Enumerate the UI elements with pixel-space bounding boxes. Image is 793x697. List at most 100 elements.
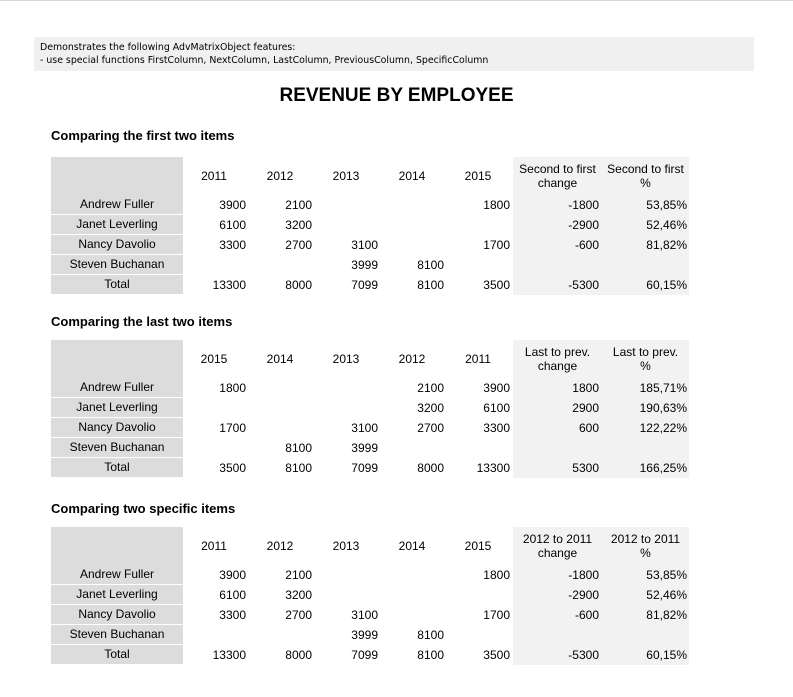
change-cell: 1800 <box>513 378 602 398</box>
revenue-cell: 3200 <box>417 400 444 415</box>
revenue-cell: 6100 <box>219 217 246 232</box>
revenue-cell: 8100 <box>417 257 444 272</box>
year-header: 2015 <box>464 169 492 183</box>
total-row: Total 13300 8000 7099 8100 3500 -5300 60,15% <box>51 275 689 295</box>
year-header: 2012 <box>398 352 426 366</box>
change-cell: 2900 <box>513 398 602 418</box>
change-cell: -600 <box>513 235 602 255</box>
employee-row: Janet Leverling 6100 3200 -2900 52,46% <box>51 585 689 605</box>
revenue-cell: 8100 <box>285 460 312 475</box>
pct-header-line-1: 2012 to 2011 <box>610 532 681 546</box>
revenue-cell: 3300 <box>219 237 246 252</box>
pct-header: Last to prev.% <box>602 340 689 378</box>
employee-name: Nancy Davolio <box>51 605 183 625</box>
employee-row: Steven Buchanan 8100 3999 <box>51 438 689 458</box>
percent-cell: 81,82% <box>602 235 689 255</box>
revenue-cell: 2100 <box>417 380 444 395</box>
percent-cell: 53,85% <box>602 195 689 215</box>
revenue-cell <box>249 255 315 275</box>
revenue-cell: 7099 <box>351 277 378 292</box>
revenue-cell <box>447 625 513 645</box>
year-header: 2012 <box>266 539 294 553</box>
revenue-cell: 13300 <box>212 277 246 292</box>
year-header: 2011 <box>201 169 227 183</box>
matrix-header-row: 2011 2012 2013 2014 2015 Second to first chang… <box>51 157 689 195</box>
revenue-cell: 2700 <box>285 607 312 622</box>
percent-cell <box>602 625 689 645</box>
matrix-first-two: 2011 2012 2013 2014 2015 Second to first chang… <box>51 157 689 295</box>
change-cell <box>513 625 602 645</box>
total-row: Total 13300 8000 7099 8100 3500 -5300 60,15% <box>51 645 689 665</box>
revenue-cell: 1700 <box>219 420 246 435</box>
revenue-cell <box>249 418 315 438</box>
revenue-cell <box>447 215 513 235</box>
matrix-corner-cell <box>51 527 183 565</box>
revenue-cell: 8100 <box>417 647 444 662</box>
revenue-cell: 8100 <box>417 277 444 292</box>
pct-header-line-2: % <box>640 546 651 560</box>
revenue-cell <box>249 625 315 645</box>
employee-row: Janet Leverling 3200 6100 2900 190,63% <box>51 398 689 418</box>
employee-row: Nancy Davolio 3300 2700 3100 1700 -600 81,82% <box>51 235 689 255</box>
revenue-cell: 6100 <box>483 400 510 415</box>
revenue-cell <box>447 438 513 458</box>
revenue-cell: 3900 <box>219 567 246 582</box>
revenue-cell <box>381 215 447 235</box>
revenue-cell: 3300 <box>483 420 510 435</box>
percent-cell: 53,85% <box>602 565 689 585</box>
revenue-cell: 3900 <box>483 380 510 395</box>
employee-row: Andrew Fuller 3900 2100 1800 -1800 53,85% <box>51 195 689 215</box>
change-cell: -600 <box>513 605 602 625</box>
change-cell <box>513 438 602 458</box>
report-title: REVENUE BY EMPLOYEE <box>279 85 514 106</box>
employee-row: Steven Buchanan 3999 8100 <box>51 625 689 645</box>
employee-row: Janet Leverling 6100 3200 -2900 52,46% <box>51 215 689 235</box>
employee-name: Janet Leverling <box>51 585 183 605</box>
year-header: 2012 <box>266 169 294 183</box>
revenue-cell: 1800 <box>483 567 510 582</box>
percent-cell: 60,15% <box>602 275 689 295</box>
diff-header-line-2: change <box>537 176 578 190</box>
pct-header-line-2: % <box>640 176 651 190</box>
diff-header-line-1: Second to first <box>519 162 596 176</box>
revenue-cell: 6100 <box>219 587 246 602</box>
revenue-cell <box>381 565 447 585</box>
pct-header-line-2: % <box>640 359 651 373</box>
description-box: Demonstrates the following AdvMatrixObje… <box>34 37 754 71</box>
matrix-header-row: 2011 2012 2013 2014 2015 2012 to 2011 change 20… <box>51 527 689 565</box>
revenue-cell <box>381 585 447 605</box>
diff-header-line-2: change <box>537 359 578 373</box>
diff-header-line-1: Last to prev. <box>524 345 591 359</box>
employee-name: Janet Leverling <box>51 398 183 418</box>
change-cell: 600 <box>513 418 602 438</box>
revenue-cell: 3500 <box>483 647 510 662</box>
percent-cell: 52,46% <box>602 215 689 235</box>
revenue-cell <box>183 398 249 418</box>
revenue-cell: 3100 <box>351 237 378 252</box>
change-cell: -5300 <box>513 645 602 665</box>
total-label: Total <box>51 275 183 295</box>
revenue-cell <box>315 378 381 398</box>
employee-name: Nancy Davolio <box>51 418 183 438</box>
revenue-cell: 13300 <box>476 460 510 475</box>
employee-row: Nancy Davolio 1700 3100 2700 3300 600 122,22% <box>51 418 689 438</box>
year-header: 2013 <box>332 539 360 553</box>
revenue-cell <box>315 398 381 418</box>
pct-header: 2012 to 2011% <box>602 527 689 565</box>
employee-row: Andrew Fuller 3900 2100 1800 -1800 53,85% <box>51 565 689 585</box>
section-title-first-two: Comparing the first two items <box>51 128 235 143</box>
percent-cell: 52,46% <box>602 585 689 605</box>
matrix-header-row: 2015 2014 2013 2012 2011 Last to prev. change L… <box>51 340 689 378</box>
revenue-cell <box>381 438 447 458</box>
employee-row: Nancy Davolio 3300 2700 3100 1700 -600 81,82% <box>51 605 689 625</box>
revenue-cell: 7099 <box>351 460 378 475</box>
page-top-border <box>0 0 793 1</box>
change-cell: -2900 <box>513 215 602 235</box>
revenue-cell <box>183 255 249 275</box>
revenue-cell: 1700 <box>483 607 510 622</box>
employee-name: Andrew Fuller <box>51 195 183 215</box>
revenue-cell: 2100 <box>285 197 312 212</box>
year-header: 2013 <box>332 352 360 366</box>
revenue-cell: 3999 <box>351 440 378 455</box>
revenue-cell: 3900 <box>219 197 246 212</box>
